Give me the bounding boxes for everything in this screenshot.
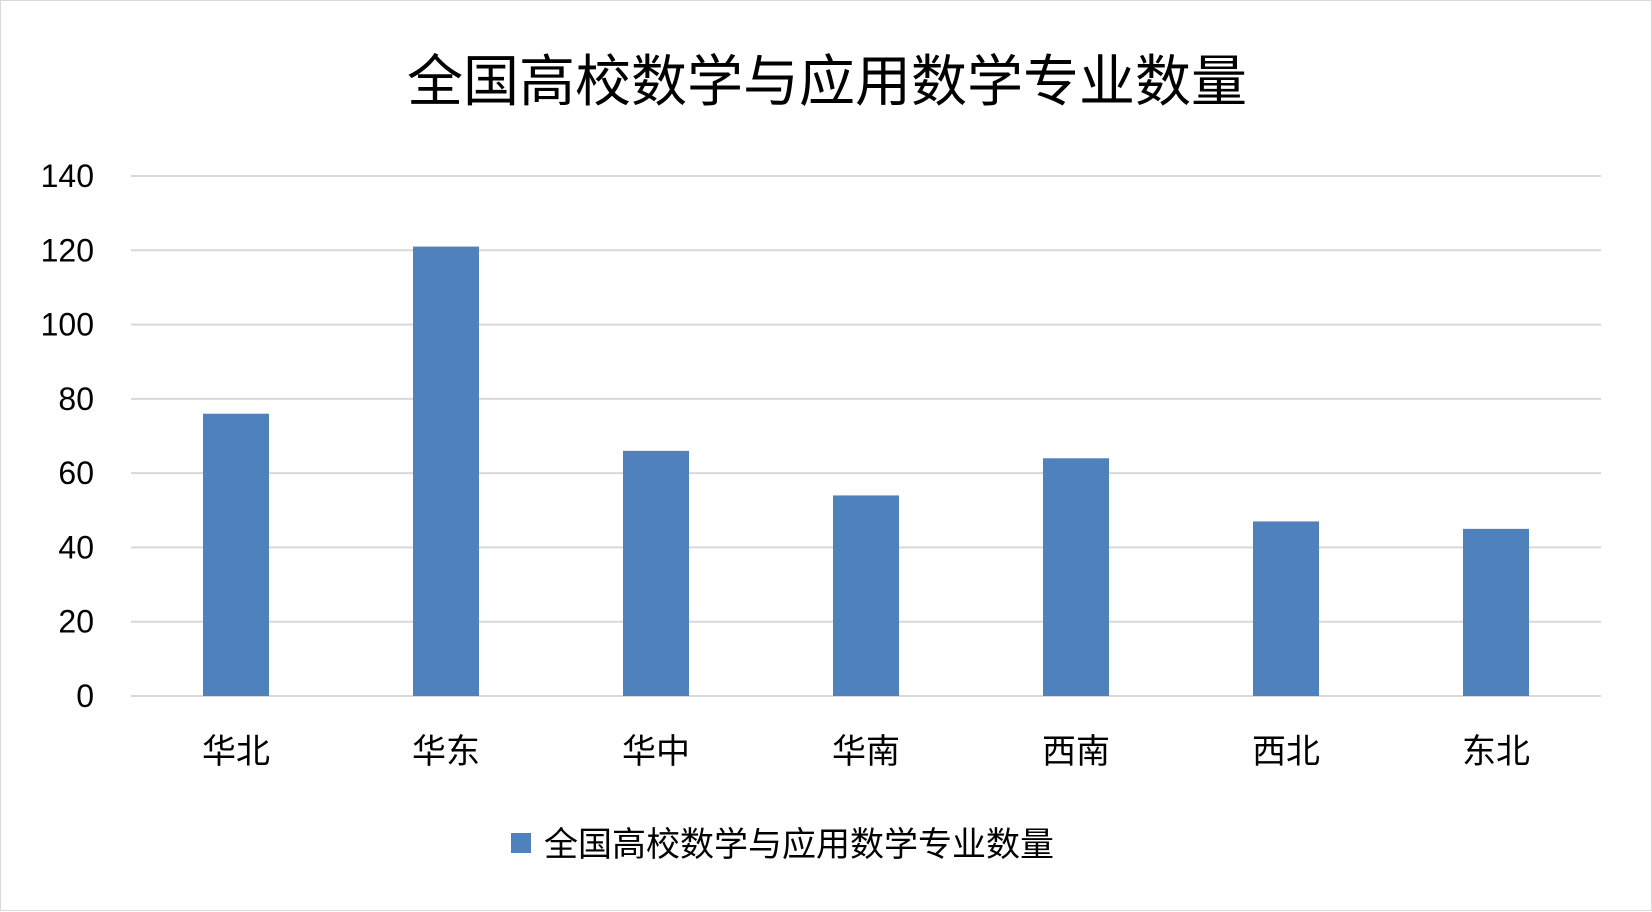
x-axis-category-labels: 华北 华东 华中 华南 西南 西北 东北 [202, 732, 1530, 772]
x-category-label: 西北 [1252, 732, 1320, 772]
chart-title: 全国高校数学与应用数学专业数量 [407, 50, 1247, 115]
y-axis-tick-labels: 0 20 40 60 80 100 120 140 [41, 158, 94, 714]
bar [623, 450, 689, 696]
x-category-label: 东北 [1462, 732, 1530, 772]
y-tick-label: 140 [41, 158, 94, 194]
x-category-label: 华北 [202, 732, 270, 772]
y-tick-label: 60 [58, 455, 94, 491]
bar [1043, 458, 1109, 696]
bar [413, 246, 479, 697]
bar [203, 413, 269, 696]
y-tick-label: 80 [58, 381, 94, 417]
legend: 全国高校数学与应用数学专业数量 [511, 825, 1054, 865]
bar [1253, 521, 1319, 696]
bar [833, 495, 899, 696]
bars [203, 246, 1529, 697]
bar [1463, 528, 1529, 696]
x-category-label: 华中 [622, 732, 690, 772]
x-category-label: 西南 [1042, 732, 1110, 772]
y-tick-label: 120 [41, 232, 94, 268]
y-tick-label: 20 [58, 604, 94, 640]
legend-label: 全国高校数学与应用数学专业数量 [544, 825, 1054, 865]
y-tick-label: 0 [76, 678, 94, 714]
y-tick-label: 100 [41, 307, 94, 343]
x-category-label: 华南 [832, 732, 900, 772]
y-tick-label: 40 [58, 529, 94, 565]
legend-swatch [511, 833, 531, 853]
x-category-label: 华东 [412, 732, 480, 772]
